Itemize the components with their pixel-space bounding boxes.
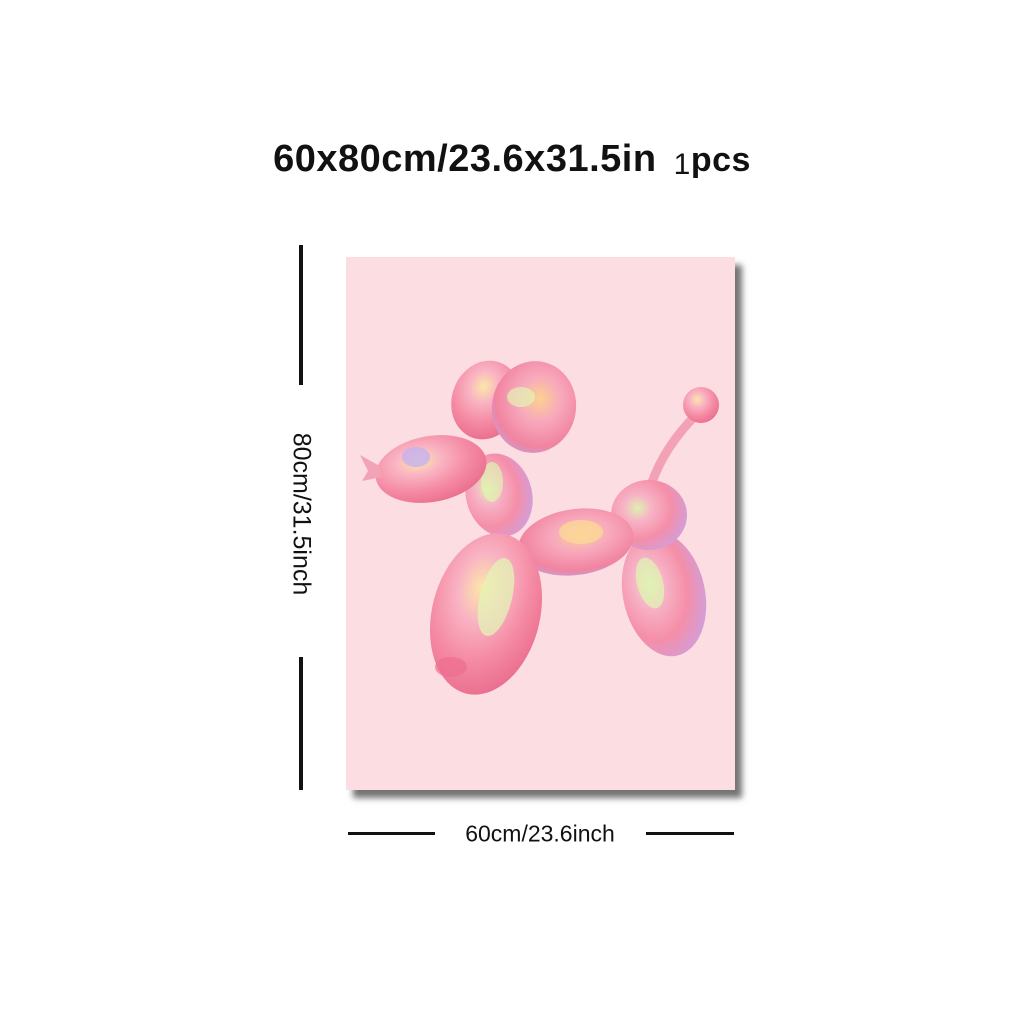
tail-stem — [646, 410, 701, 490]
canvas-poster — [346, 257, 735, 790]
snout-highlight — [402, 447, 430, 467]
height-dimension-line-top — [299, 245, 303, 385]
front-leg-highlight — [477, 557, 515, 637]
size-title: 60x80cm/23.6x31.5in 1pcs — [0, 138, 1024, 181]
width-dimension-line-right — [646, 832, 734, 835]
ear-right — [491, 361, 577, 453]
neck-highlight — [481, 462, 503, 502]
balloon-dog-artwork — [360, 360, 719, 695]
size-text: 60x80cm/23.6x31.5in — [273, 138, 657, 180]
width-label: 60cm/23.6inch — [465, 820, 615, 847]
height-label: 80cm/31.5inch — [287, 432, 316, 596]
width-dimension-line-left — [348, 832, 435, 835]
quantity-unit: pcs — [690, 141, 751, 179]
snout — [375, 435, 487, 503]
front-leg-shade — [435, 657, 467, 677]
body-highlight — [559, 520, 603, 544]
quantity-number: 1 — [673, 148, 691, 181]
back-leg-highlight — [635, 557, 665, 609]
height-dimension-line-bottom — [299, 657, 303, 790]
snout-knot — [360, 455, 382, 481]
ear-highlight — [507, 387, 535, 407]
tail-tip — [683, 387, 719, 423]
